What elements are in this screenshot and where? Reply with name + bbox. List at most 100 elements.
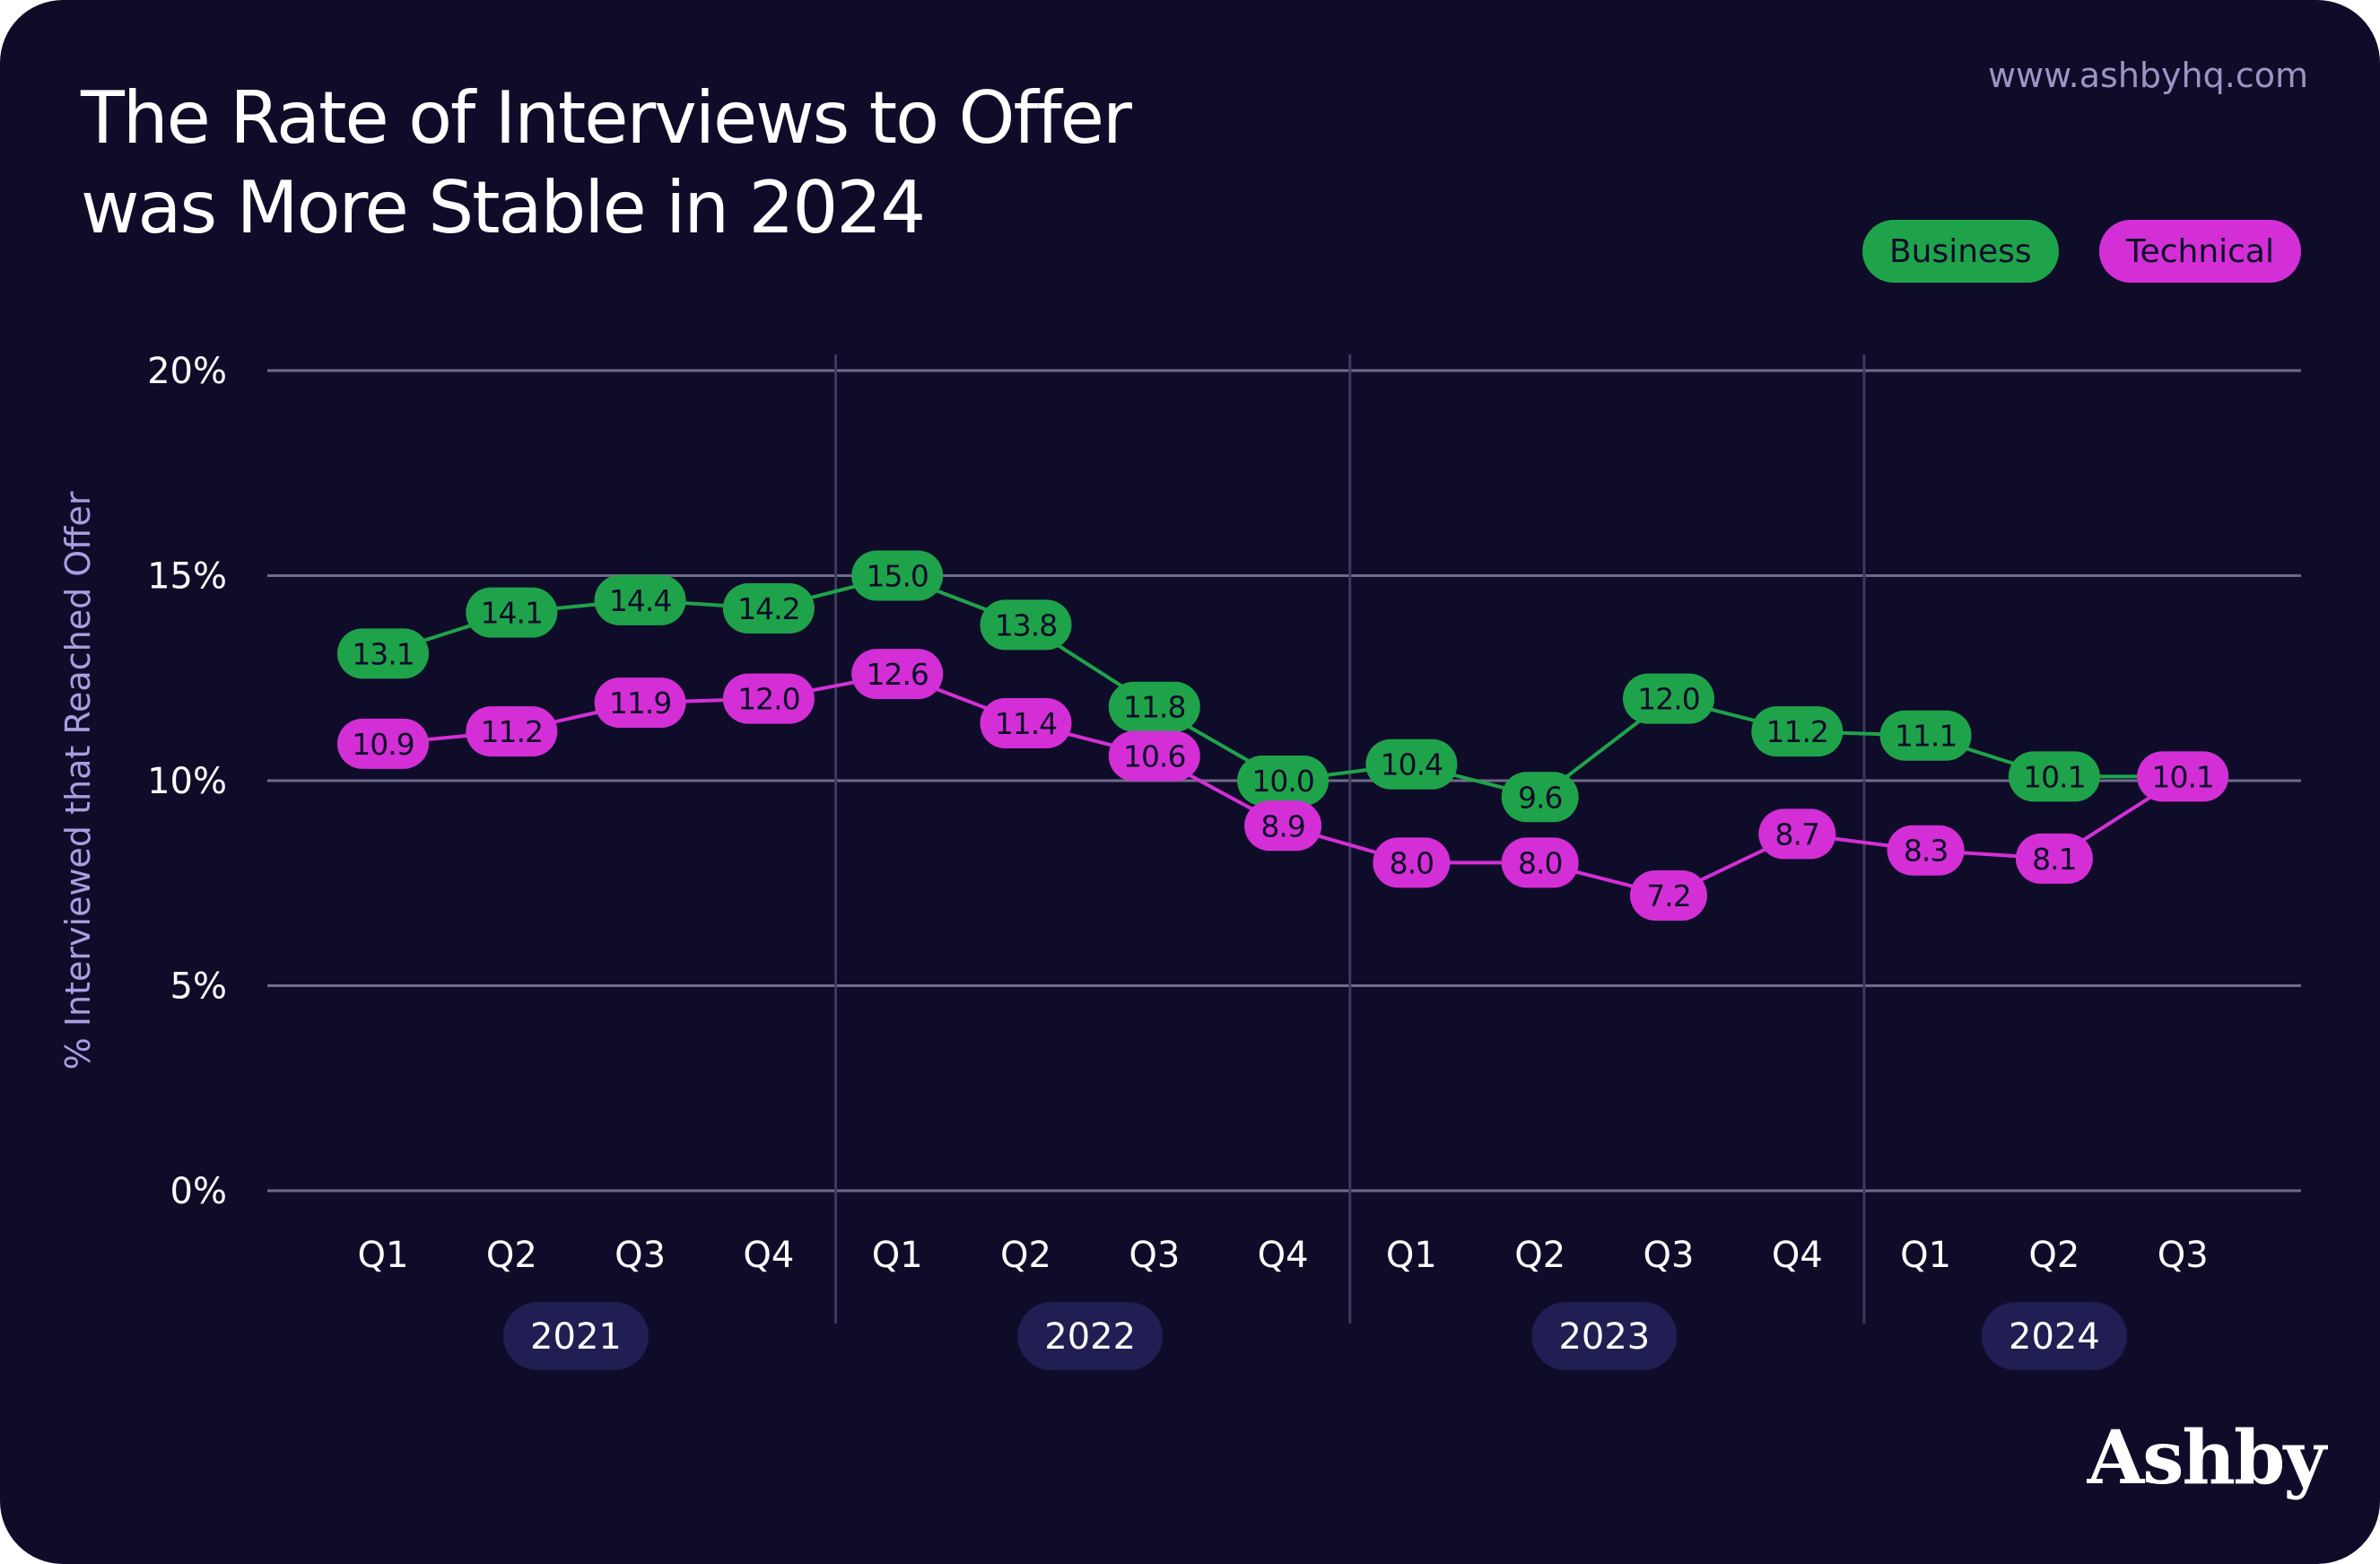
chart-title: The Rate of Interviews to Offer was More… bbox=[81, 74, 1337, 253]
data-label-text: 10.6 bbox=[1123, 739, 1185, 774]
data-label-pill bbox=[2015, 833, 2093, 884]
data-label-text: 10.1 bbox=[2023, 759, 2085, 794]
data-label-pill bbox=[594, 677, 686, 729]
data-label-pill bbox=[1879, 710, 1972, 761]
data-label-text: 11.8 bbox=[1123, 690, 1185, 725]
data-label-business: 13.1 bbox=[337, 628, 429, 679]
x-tick-label: Q4 bbox=[1258, 1235, 1309, 1276]
data-label-text: 10.1 bbox=[2151, 759, 2213, 794]
year-label: 2021 bbox=[530, 1316, 622, 1358]
data-label-text: 11.4 bbox=[995, 706, 1057, 741]
data-label-business: 11.1 bbox=[1879, 710, 1972, 761]
data-label-technical: 11.4 bbox=[980, 698, 1072, 749]
x-tick-label: Q2 bbox=[1000, 1235, 1051, 1276]
data-label-technical: 8.3 bbox=[1887, 825, 1965, 876]
data-label-business: 10.4 bbox=[1365, 738, 1458, 790]
data-label-technical: 7.2 bbox=[1630, 869, 1707, 921]
website-url: www.ashbyhq.com bbox=[1987, 56, 2308, 95]
year-pill-bg bbox=[1531, 1302, 1678, 1370]
data-label-business: 10.0 bbox=[1237, 756, 1329, 806]
x-tick-label: Q1 bbox=[358, 1235, 409, 1276]
year-pill: 2022 bbox=[1017, 1302, 1164, 1370]
data-label-pill bbox=[1623, 673, 1714, 724]
data-label-pill bbox=[1373, 837, 1451, 888]
x-tick-label: Q1 bbox=[1900, 1235, 1951, 1276]
data-label-pill bbox=[1108, 730, 1200, 782]
data-label-pill bbox=[337, 628, 429, 679]
data-label-text: 8.7 bbox=[1775, 817, 1819, 852]
data-label-text: 12.0 bbox=[1637, 682, 1699, 717]
data-label-text: 8.0 bbox=[1390, 845, 1434, 880]
y-tick-label: 10% bbox=[147, 761, 227, 802]
data-label-text: 10.0 bbox=[1251, 764, 1313, 799]
year-pill-bg bbox=[1981, 1302, 2127, 1370]
data-label-technical: 8.0 bbox=[1373, 837, 1451, 888]
data-label-business: 14.2 bbox=[722, 583, 815, 634]
data-label-technical: 12.0 bbox=[722, 673, 815, 724]
data-label-pill bbox=[980, 599, 1072, 651]
x-tick-label: Q3 bbox=[2158, 1235, 2209, 1276]
data-label-text: 14.4 bbox=[609, 583, 671, 618]
data-label-pill bbox=[1751, 706, 1844, 757]
data-label-pill bbox=[722, 673, 815, 724]
data-label-technical: 10.6 bbox=[1108, 730, 1200, 782]
data-label-pill bbox=[2008, 751, 2100, 802]
y-axis-label: % Interviewed that Reached Offer bbox=[58, 491, 98, 1070]
y-tick-label: 20% bbox=[147, 351, 227, 392]
data-label-business: 9.6 bbox=[1501, 772, 1579, 823]
data-label-pill bbox=[1244, 800, 1322, 852]
data-label-business: 13.8 bbox=[980, 599, 1072, 651]
year-pill-bg bbox=[1017, 1302, 1164, 1370]
data-label-technical: 11.2 bbox=[466, 706, 558, 757]
data-label-pill bbox=[1501, 837, 1579, 888]
x-tick-label: Q2 bbox=[2028, 1235, 2079, 1276]
year-pill-bg bbox=[502, 1302, 649, 1370]
data-label-technical: 8.1 bbox=[2015, 833, 2093, 884]
x-tick-label: Q2 bbox=[486, 1235, 537, 1276]
data-label-business: 11.2 bbox=[1751, 706, 1844, 757]
data-label-text: 11.1 bbox=[1895, 719, 1957, 754]
data-label-pill bbox=[1501, 772, 1579, 823]
data-label-technical: 11.9 bbox=[594, 677, 686, 729]
data-label-technical: 12.6 bbox=[851, 649, 944, 700]
data-label-text: 13.1 bbox=[352, 636, 414, 671]
year-pill: 2023 bbox=[1531, 1302, 1678, 1370]
data-label-text: 14.2 bbox=[737, 591, 799, 626]
data-label-text: 12.6 bbox=[866, 657, 928, 692]
data-label-business: 10.1 bbox=[2008, 751, 2100, 802]
year-pill: 2021 bbox=[502, 1302, 649, 1370]
data-label-business: 11.8 bbox=[1108, 681, 1200, 732]
data-label-text: 8.0 bbox=[1518, 845, 1562, 880]
data-label-pill bbox=[2137, 751, 2229, 802]
data-label-text: 15.0 bbox=[866, 559, 928, 594]
data-label-technical: 8.0 bbox=[1501, 837, 1579, 888]
data-label-technical: 8.7 bbox=[1758, 808, 1836, 860]
data-label-pill bbox=[594, 574, 686, 625]
data-label-text: 10.4 bbox=[1381, 747, 1443, 782]
year-label: 2023 bbox=[1558, 1316, 1650, 1358]
chart-title-line-2: was More Stable in 2024 bbox=[81, 166, 926, 249]
data-label-text: 11.2 bbox=[481, 714, 543, 749]
year-label: 2022 bbox=[1044, 1316, 1136, 1358]
data-label-business: 14.4 bbox=[594, 574, 686, 625]
data-label-pill bbox=[851, 550, 944, 601]
year-label: 2024 bbox=[2009, 1316, 2100, 1358]
data-label-text: 12.0 bbox=[737, 682, 799, 717]
ashby-logo: Ashby bbox=[2087, 1415, 2326, 1501]
data-label-technical: 8.9 bbox=[1244, 800, 1322, 852]
x-tick-label: Q3 bbox=[1129, 1235, 1180, 1276]
data-label-pill bbox=[1365, 738, 1458, 790]
x-tick-label: Q4 bbox=[1772, 1235, 1823, 1276]
x-tick-label: Q4 bbox=[743, 1235, 794, 1276]
y-tick-label: 5% bbox=[170, 966, 227, 1008]
data-label-text: 10.9 bbox=[352, 727, 414, 762]
data-label-pill bbox=[466, 706, 558, 757]
legend-technical: Technical bbox=[2098, 220, 2301, 283]
data-label-text: 8.1 bbox=[2032, 842, 2076, 877]
data-label-pill bbox=[980, 698, 1072, 749]
data-label-pill bbox=[1758, 808, 1836, 860]
data-label-business: 15.0 bbox=[851, 550, 944, 601]
legend: Business Technical bbox=[1861, 220, 2301, 283]
